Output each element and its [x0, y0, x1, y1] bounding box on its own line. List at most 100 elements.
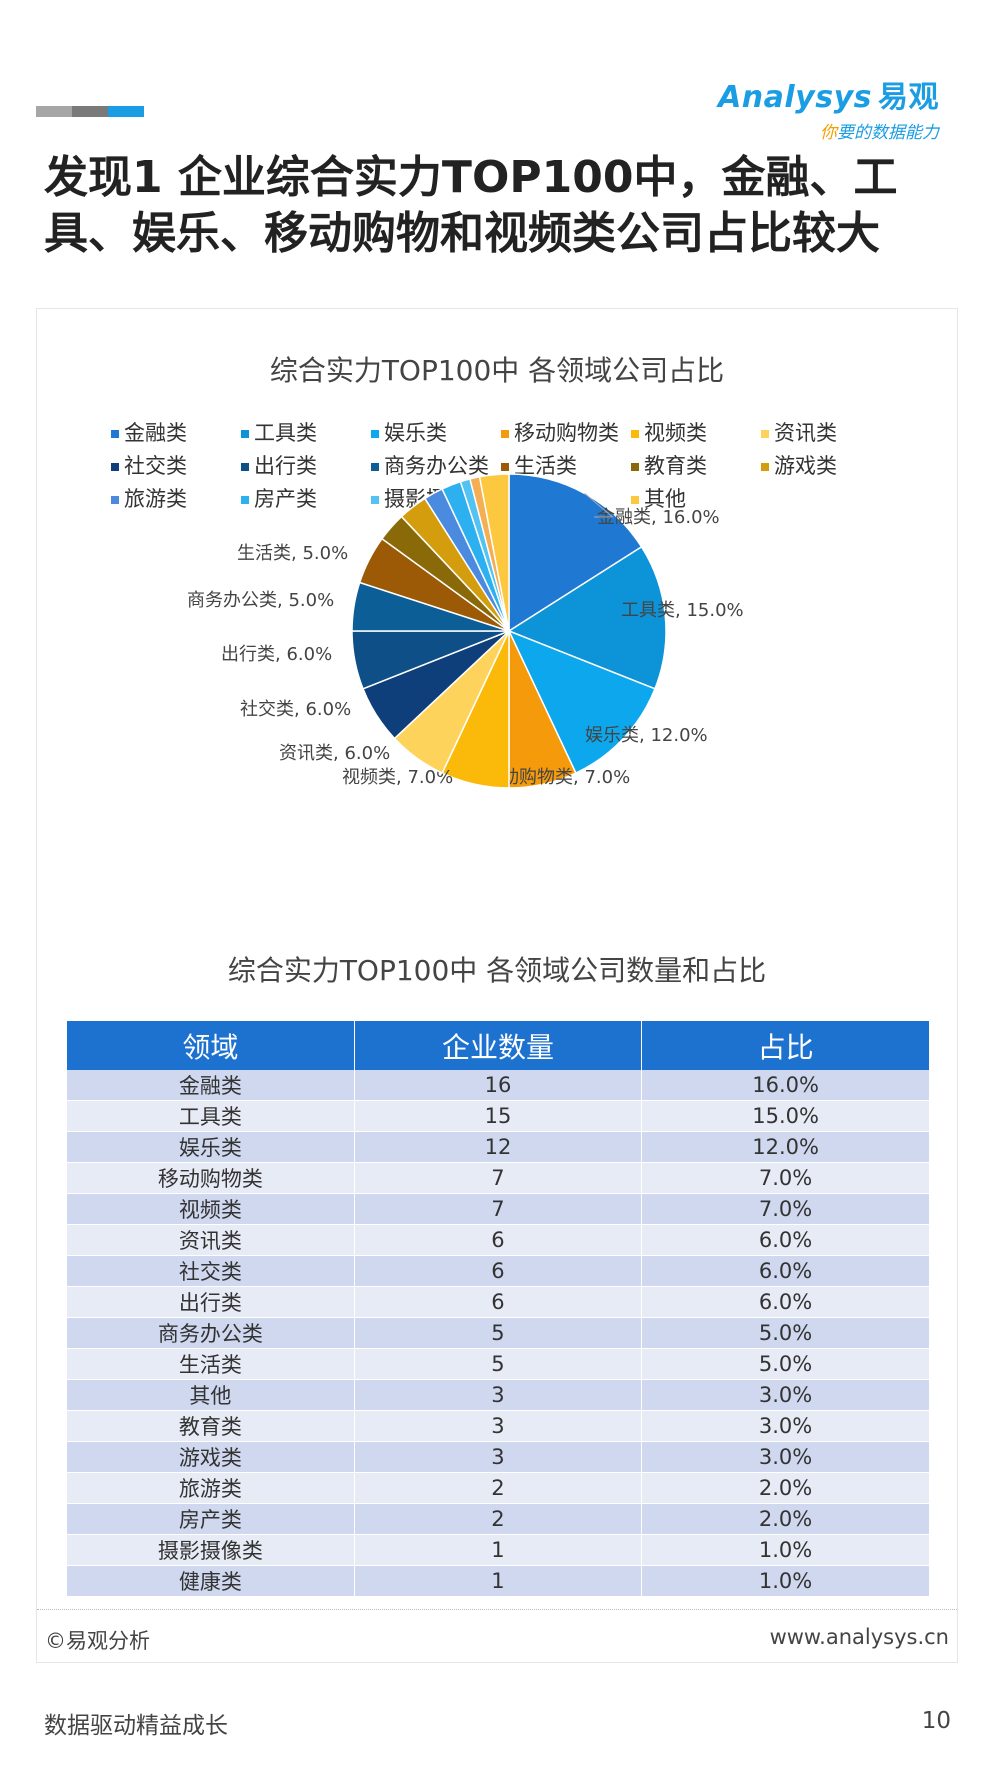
pie-data-label: 商务办公类, 5.0%	[187, 590, 334, 611]
table-row: 其他 3 3.0%	[67, 1379, 929, 1411]
table-cell: 3	[354, 1441, 643, 1473]
legend-swatch	[761, 462, 769, 471]
table-row: 教育类 3 3.0%	[67, 1410, 929, 1442]
deco-bar-blue	[108, 106, 144, 117]
table-cell: 生活类	[67, 1348, 355, 1380]
legend-swatch	[501, 462, 509, 471]
legend-item: 视频类	[631, 421, 761, 446]
legend-swatch	[761, 429, 769, 438]
legend-label: 商务办公类	[384, 454, 489, 478]
logo-tagline-rest: 要的数据能力	[837, 123, 939, 143]
table-cell: 移动购物类	[67, 1162, 355, 1194]
legend-item: 其他	[631, 487, 761, 512]
table-row: 金融类 16 16.0%	[67, 1070, 929, 1101]
legend-item: 教育类	[631, 454, 761, 479]
table-cell: 社交类	[67, 1255, 355, 1287]
deco-bar-gray-dark	[72, 106, 108, 117]
table-cell: 15.0%	[641, 1100, 929, 1132]
table-cell: 6.0%	[641, 1255, 929, 1287]
legend-item: 出行类	[241, 454, 371, 479]
legend-item: 游戏类	[761, 454, 891, 479]
legend-swatch	[371, 429, 379, 438]
table-cell: 2	[354, 1472, 643, 1504]
legend-item: 金融类	[111, 421, 241, 446]
table-cell: 6	[354, 1286, 643, 1318]
logo-tagline: 你要的数据能力	[718, 118, 939, 143]
pie-chart-title: 综合实力TOP100中 各领域公司占比	[269, 354, 725, 387]
pie-data-label: 社交类, 6.0%	[240, 699, 351, 720]
legend-label: 其他	[644, 487, 686, 511]
legend-label: 房产类	[254, 487, 317, 511]
deco-bar-gray-light	[36, 106, 72, 117]
table-cell: 7	[354, 1162, 643, 1194]
table-cell: 2	[354, 1503, 643, 1535]
table-row: 房产类 2 2.0%	[67, 1503, 929, 1535]
table-cell: 5	[354, 1348, 643, 1380]
pie-data-label: 视频类, 7.0%	[342, 767, 453, 788]
table-row: 视频类 7 7.0%	[67, 1193, 929, 1225]
pie-slice	[478, 473, 510, 632]
table-cell: 出行类	[67, 1286, 355, 1318]
pie-data-label: 金融类, 16.0%	[597, 507, 720, 528]
table-cell: 游戏类	[67, 1441, 355, 1473]
table-cell: 2.0%	[641, 1503, 929, 1535]
table-cell: 16	[354, 1070, 643, 1101]
table-cell: 15	[354, 1100, 643, 1132]
logo-chinese: 易观	[878, 80, 939, 115]
pie-legend: 金融类 工具类 娱乐类 移动购物类 视频类 资讯类 社交类 出行类 商务办公类 生活类 教育类 游戏类…	[111, 421, 891, 512]
table-header-row: 领域 企业数量 占比	[67, 1021, 929, 1070]
pie-leader-line	[584, 493, 615, 518]
table-cell: 3.0%	[641, 1379, 929, 1411]
table-cell: 6.0%	[641, 1286, 929, 1318]
table-cell: 2.0%	[641, 1472, 929, 1504]
table-cell: 商务办公类	[67, 1317, 355, 1349]
legend-label: 资讯类	[774, 421, 837, 445]
source-credit: ©易观分析	[45, 1629, 150, 1653]
logo-wordmark: Analysys 易观	[718, 72, 939, 116]
legend-item: 旅游类	[111, 487, 241, 512]
table-cell: 7	[354, 1193, 643, 1225]
table-cell: 3.0%	[641, 1410, 929, 1442]
legend-item: 娱乐类	[371, 421, 501, 446]
table-cell: 房产类	[67, 1503, 355, 1535]
table-cell: 工具类	[67, 1100, 355, 1132]
table-cell: 7.0%	[641, 1162, 929, 1194]
table-row: 娱乐类 12 12.0%	[67, 1131, 929, 1163]
legend-swatch	[111, 495, 119, 504]
pie-slice	[507, 545, 667, 690]
table-cell: 旅游类	[67, 1472, 355, 1504]
pie-data-label: 生活类, 5.0%	[237, 543, 348, 564]
table-cell: 健康类	[67, 1565, 355, 1597]
legend-swatch	[111, 429, 119, 438]
table-cell: 1.0%	[641, 1534, 929, 1566]
table-cell: 教育类	[67, 1410, 355, 1442]
table-cell: 6	[354, 1255, 643, 1287]
table-cell: 其他	[67, 1379, 355, 1411]
legend-swatch	[631, 495, 639, 504]
table-cell: 金融类	[67, 1070, 355, 1101]
pie-data-label: 娱乐类, 12.0%	[585, 725, 708, 746]
table-row: 资讯类 6 6.0%	[67, 1224, 929, 1256]
table-row: 游戏类 3 3.0%	[67, 1441, 929, 1473]
legend-swatch	[111, 462, 119, 471]
table-cell: 6.0%	[641, 1224, 929, 1256]
table-row: 商务办公类 5 5.0%	[67, 1317, 929, 1349]
table-header-cell: 企业数量	[354, 1021, 643, 1070]
table-row: 社交类 6 6.0%	[67, 1255, 929, 1287]
table-row: 健康类 1 1.0%	[67, 1565, 929, 1597]
table-row: 生活类 5 5.0%	[67, 1348, 929, 1380]
legend-item: 移动购物类	[501, 421, 631, 446]
table-cell: 5	[354, 1317, 643, 1349]
legend-swatch	[371, 495, 379, 504]
legend-label: 工具类	[254, 421, 317, 445]
table-header-cell: 领域	[67, 1021, 355, 1070]
legend-item: 房产类	[241, 487, 371, 512]
table-body: 金融类 16 16.0% 工具类 15 15.0% 娱乐类 12 12.0% 移动购物类 7 7.0%…	[67, 1070, 929, 1597]
legend-label: 旅游类	[124, 487, 187, 511]
table-cell: 1	[354, 1534, 643, 1566]
legend-label: 娱乐类	[384, 421, 447, 445]
table-cell: 3	[354, 1410, 643, 1442]
pie-data-label: 移动购物类, 7.0%	[483, 767, 630, 788]
legend-item: 工具类	[241, 421, 371, 446]
site-url[interactable]: www.analysys.cn	[769, 1625, 949, 1649]
